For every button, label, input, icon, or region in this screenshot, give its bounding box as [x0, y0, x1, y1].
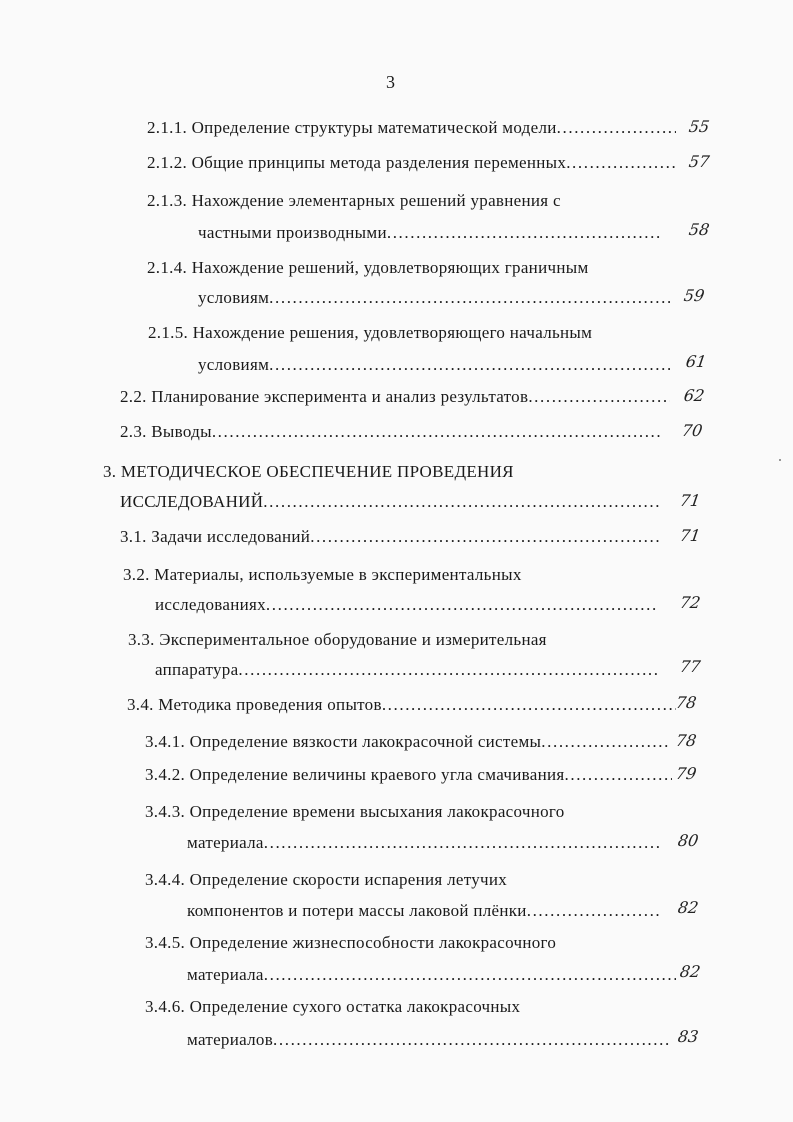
toc-page-number: 82 [678, 962, 702, 981]
toc-entry-text: 2.1.1. Определение структуры математичес… [147, 118, 557, 137]
dot-leader [238, 660, 660, 680]
dot-leader [387, 223, 662, 243]
toc-page-number: 83 [676, 1027, 700, 1046]
toc-entry-line: 2.1.1. Определение структуры математичес… [147, 118, 676, 140]
toc-entry-line: условиям [198, 355, 670, 377]
toc-entry-line: ИССЛЕДОВАНИЙ [120, 492, 660, 514]
toc-entry-text: 3.4.1. Определение вязкости лакокрасочно… [145, 732, 542, 751]
dot-leader [264, 833, 660, 853]
toc-page-number: 71 [678, 526, 702, 545]
toc-page-number: 59 [682, 286, 706, 305]
toc-entry-line: 3.4.5. Определение жизнеспособности лако… [145, 933, 556, 955]
toc-entry-text: аппаратура [155, 660, 239, 679]
dot-leader [266, 595, 658, 615]
toc-entry-line: частными производными [198, 223, 662, 245]
scan-speck [779, 459, 781, 461]
toc-page-number: 77 [678, 657, 702, 676]
toc-entry-text: 3.4.2. Определение величины краевого угл… [145, 765, 565, 784]
toc-page-number: 57 [687, 152, 711, 171]
dot-leader [557, 118, 676, 138]
toc-entry-line: аппаратура [155, 660, 660, 682]
dot-leader [273, 1030, 672, 1050]
toc-entry-line: 2.1.3. Нахождение элементарных решений у… [147, 191, 561, 213]
toc-entry-text: условиям [198, 355, 270, 374]
toc-entry-line: исследованиях [155, 595, 658, 617]
toc-page-number: 61 [684, 352, 708, 371]
toc-entry-line: 2.1.5. Нахождение решения, удовлетворяющ… [148, 323, 592, 345]
toc-page-number: 78 [674, 731, 698, 750]
toc-page-number: 58 [687, 220, 711, 239]
toc-entry-text: 3.4.6. Определение сухого остатка лакокр… [145, 997, 521, 1016]
toc-page-number: 78 [674, 693, 698, 712]
toc-entry-line: 3.4.2. Определение величины краевого угл… [145, 765, 672, 787]
toc-entry-line: материала [187, 833, 660, 855]
dot-leader [212, 422, 660, 442]
toc-entry-text: 2.3. Выводы [120, 422, 212, 441]
toc-page-number: 55 [687, 117, 711, 136]
toc-entry-line: материала [187, 965, 676, 987]
dot-leader [269, 288, 670, 308]
toc-entry-text: 3.4.5. Определение жизнеспособности лако… [145, 933, 557, 952]
toc-page-number: 82 [676, 898, 700, 917]
toc-entry-text: исследованиях [155, 595, 266, 614]
dot-leader [566, 153, 676, 173]
toc-page-number: 72 [678, 593, 702, 612]
toc-entry-line: компонентов и потери массы лаковой плёнк… [187, 901, 662, 923]
toc-page-number: 70 [680, 421, 704, 440]
toc-entry-line: 3.4.6. Определение сухого остатка лакокр… [145, 997, 520, 1019]
toc-page-number: 62 [682, 386, 706, 405]
toc-entry-text: 3.4. Методика проведения опытов [127, 695, 382, 714]
toc-entry-text: условиям [198, 288, 270, 307]
toc-entry-line: 2.1.2. Общие принципы метода разделения … [147, 153, 676, 175]
toc-entry-text: 2.1.4. Нахождение решений, удовлетворяющ… [147, 258, 589, 277]
toc-entry-text: 3. МЕТОДИЧЕСКОЕ ОБЕСПЕЧЕНИЕ ПРОВЕДЕНИЯ [103, 462, 514, 481]
toc-entry-text: материалов [187, 1030, 274, 1049]
toc-entry-line: 3.4.1. Определение вязкости лакокрасочно… [145, 732, 668, 754]
dot-leader [263, 492, 660, 512]
dot-leader [527, 901, 662, 921]
dot-leader [382, 695, 676, 715]
dot-leader [565, 765, 673, 785]
toc-entry-line: 2.3. Выводы [120, 422, 660, 444]
toc-entry-text: 3.3. Экспериментальное оборудование и из… [128, 630, 547, 649]
dot-leader [310, 527, 660, 547]
toc-entry-text: 2.2. Планирование эксперимента и анализ … [120, 387, 529, 406]
toc-entry-text: 3.4.3. Определение времени высыхания лак… [145, 802, 565, 821]
toc-entry-text: 3.1. Задачи исследований [120, 527, 311, 546]
toc-entry-text: материала [187, 833, 264, 852]
dot-leader [528, 387, 670, 407]
toc-entry-line: 3.4. Методика проведения опытов [127, 695, 676, 717]
toc-entry-text: 2.1.5. Нахождение решения, удовлетворяющ… [148, 323, 593, 342]
toc-entry-line: 3.4.3. Определение времени высыхания лак… [145, 802, 565, 824]
toc-entry-line: 3. МЕТОДИЧЕСКОЕ ОБЕСПЕЧЕНИЕ ПРОВЕДЕНИЯ [103, 462, 514, 484]
toc-entry-line: 3.4.4. Определение скорости испарения ле… [145, 870, 507, 892]
dot-leader [269, 355, 670, 375]
toc-entry-line: условиям [198, 288, 670, 310]
toc-entry-text: материала [187, 965, 264, 984]
toc-entry-line: материалов [187, 1030, 672, 1052]
toc-page-number: 79 [674, 764, 698, 783]
toc-entry-text: 2.1.3. Нахождение элементарных решений у… [147, 191, 561, 210]
page-number: 3 [386, 72, 395, 92]
toc-entry-line: 2.2. Планирование эксперимента и анализ … [120, 387, 670, 409]
toc-entry-text: частными производными [198, 223, 387, 242]
toc-page-number: 71 [678, 491, 702, 510]
toc-entry-line: 3.3. Экспериментальное оборудование и из… [128, 630, 547, 652]
toc-entry-text: ИССЛЕДОВАНИЙ [120, 492, 264, 511]
toc-entry-line: 3.2. Материалы, используемые в экспериме… [123, 565, 522, 587]
toc-entry-line: 2.1.4. Нахождение решений, удовлетворяющ… [147, 258, 589, 280]
toc-entry-text: 2.1.2. Общие принципы метода разделения … [147, 153, 567, 172]
toc-entry-text: 3.4.4. Определение скорости испарения ле… [145, 870, 508, 889]
dot-leader [264, 965, 676, 985]
dot-leader [541, 732, 668, 752]
toc-page-number: 80 [676, 831, 700, 850]
toc-entry-text: 3.2. Материалы, используемые в экспериме… [123, 565, 522, 584]
toc-entry-text: компонентов и потери массы лаковой плёнк… [187, 901, 527, 920]
toc-entry-line: 3.1. Задачи исследований [120, 527, 660, 549]
